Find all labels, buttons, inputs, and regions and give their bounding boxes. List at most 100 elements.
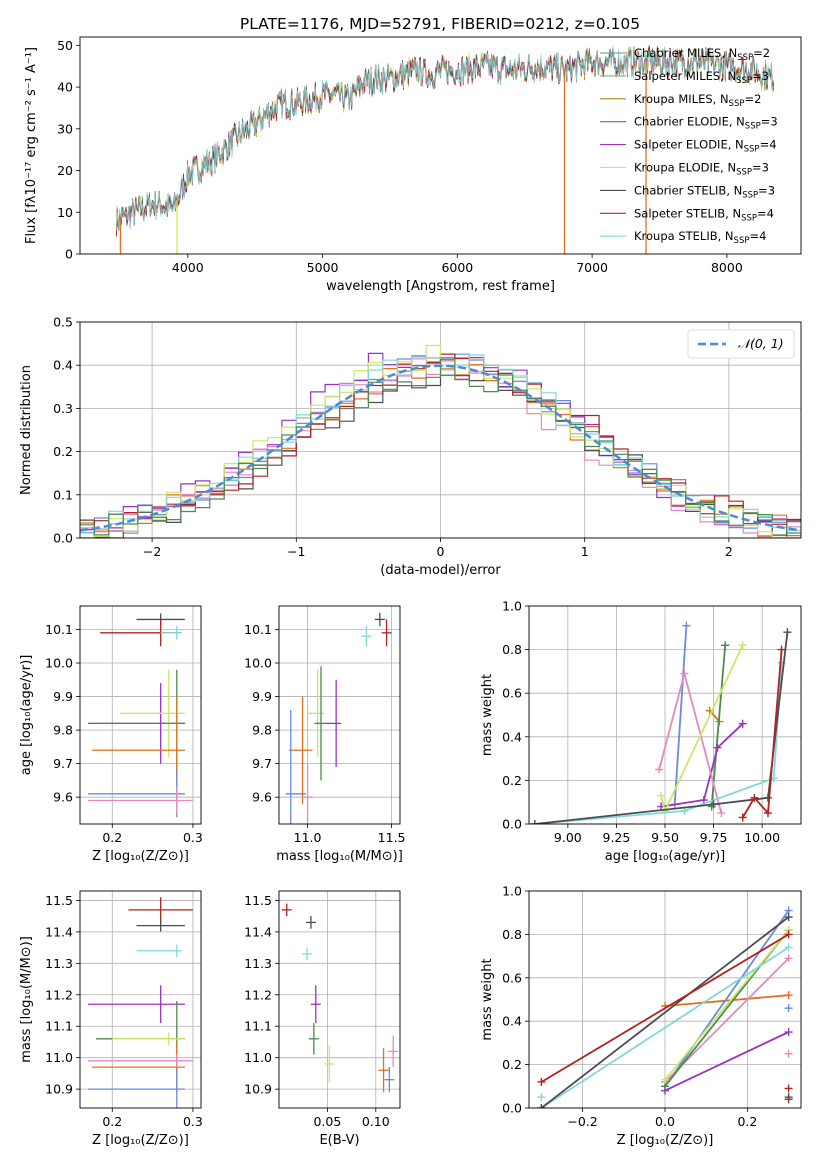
y-tick-label: 0.0: [53, 531, 73, 546]
plot-area: [80, 891, 201, 1108]
weight-marker: [680, 669, 689, 678]
y-tick-label: 0.3: [53, 401, 73, 416]
plot-area: [279, 891, 400, 1108]
weight-marker: [682, 621, 691, 630]
x-tick-label: 2: [725, 544, 733, 559]
legend-label-suffix: =3: [761, 115, 778, 129]
panel-mass-weight-vs-z: −0.2 0.0 0.2 0.0 0.2 0.4 0.6 0.8 1.0 Z [log₁₀(Z/Z…: [480, 884, 802, 1148]
x-tick-label: 0.0: [655, 1114, 675, 1129]
y-tick-label: 9.8: [53, 723, 73, 738]
x-tick-label: 0.2: [102, 830, 122, 845]
axes-layer: 0.2 0.3 9.6 9.7 9.8 9.9 10.0 10.1 Z [log₁₀(Z/Z⊙)…: [19, 605, 203, 864]
y-tick-label: 0.5: [53, 315, 73, 330]
gridlines: [279, 606, 400, 824]
x-axis-label: E(B-V): [319, 1133, 359, 1148]
axes-frame: [278, 890, 401, 1109]
y-tick-label: 0.1: [53, 487, 73, 502]
legend-label: Kroupa STELIB, NSSP=4: [634, 229, 766, 246]
legend-label: 𝒩(0, 1): [738, 336, 784, 351]
errorbar-point: [314, 666, 327, 781]
errorbar-point: [289, 696, 313, 804]
weight-marker: [783, 628, 792, 637]
x-tick-label: 10.00: [744, 830, 780, 845]
y-tick-label: 0.6: [502, 686, 522, 701]
legend-label-text: Chabrier MILES, N: [634, 46, 737, 60]
legend-label: Chabrier MILES, NSSP=2: [634, 46, 770, 63]
x-tick-label: 4000: [172, 260, 204, 275]
x-tick-label: −1: [287, 544, 305, 559]
y-tick-label: 40: [57, 80, 73, 95]
x-axis-label: Z [log₁₀(Z/Z⊙)]: [617, 1133, 714, 1148]
x-tick-label: 0.3: [183, 830, 203, 845]
weight-marker: [537, 1093, 546, 1102]
legend-label-suffix: =4: [749, 229, 766, 243]
axes-frame: [79, 321, 802, 539]
y-tick-label: 9.6: [252, 790, 272, 805]
weight-marker: [750, 793, 759, 802]
axes-frame: [278, 605, 401, 825]
gridlines: [80, 891, 201, 1108]
residual-histogram: [80, 344, 801, 538]
legend-label: Salpeter ELODIE, NSSP=4: [634, 138, 777, 155]
axes-layer: 0.2 0.3 10.9 11.0 11.1 11.2 11.3 11.4 11.5 Z [log…: [19, 890, 203, 1148]
legend-label-text: Kroupa STELIB, N: [634, 229, 734, 243]
errorbar-point: [361, 626, 372, 647]
y-tick-label: 10.1: [45, 622, 73, 637]
x-tick-label: 0.2: [737, 1114, 757, 1129]
weight-line: [540, 933, 790, 1083]
errorbar-point: [88, 985, 185, 1024]
errorbar-point: [88, 1054, 193, 1068]
data-layer: [116, 45, 775, 254]
legend: 𝒩(0, 1): [687, 329, 795, 359]
panel-spectrum: 4000 5000 6000 7000 8000 0 10 20 30 40 50 wavelengt…: [24, 36, 802, 294]
panel-mass-vs-ebv: 0.05 0.10 10.9 11.0 11.1 11.2 11.3 11.4 11.5 E(B-…: [244, 890, 401, 1148]
normal-reference-curve: [80, 364, 801, 532]
panel-age-vs-mass: 11.0 11.5 9.6 9.7 9.8 9.9 10.0 10.1 mass [log₁₀(…: [244, 605, 406, 864]
x-tick-label: 1: [581, 544, 589, 559]
panel-age-vs-z: 0.2 0.3 9.6 9.7 9.8 9.9 10.0 10.1 Z [log₁₀(Z/Z⊙)…: [19, 605, 203, 864]
errorbar-point: [302, 763, 313, 824]
y-tick-label: 1.0: [502, 884, 522, 899]
x-tick-label: 5000: [307, 260, 339, 275]
data-layer: [88, 897, 193, 1108]
x-axis-label: mass [log₁₀(M/M⊙)]: [276, 849, 403, 864]
axes-layer: 0.05 0.10 10.9 11.0 11.1 11.2 11.3 11.4 11.5 E(B-…: [244, 890, 401, 1148]
y-tick-label: 10.9: [45, 1082, 73, 1097]
legend-label-subscript: SSP: [737, 53, 753, 63]
y-axis-label: mass weight: [480, 674, 495, 756]
x-tick-label: 0.2: [102, 1114, 122, 1129]
weight-line: [710, 645, 727, 807]
data-layer: [80, 344, 801, 538]
legend-label-text: Salpeter MILES, N: [634, 69, 736, 83]
weight-marker: [784, 930, 793, 939]
weight-line: [664, 994, 789, 1007]
plot-area: [279, 606, 400, 824]
x-axis-label: Z [log₁₀(Z/Z⊙)]: [92, 849, 189, 864]
weight-series: [537, 913, 793, 1108]
panel-mass-weight-vs-age: 9.00 9.25 9.50 9.75 10.00 0.0 0.2 0.4 0.6 0.8 1.0 a…: [480, 599, 802, 864]
y-tick-label: 11.0: [244, 1050, 272, 1065]
legend-label-subscript: SSP: [736, 168, 752, 178]
x-tick-label: 9.00: [554, 830, 582, 845]
legend-label: Salpeter MILES, NSSP=3: [634, 69, 769, 86]
y-tick-label: 9.7: [53, 756, 73, 771]
y-tick-label: 0.4: [502, 729, 522, 744]
legend-label-text: Salpeter ELODIE, N: [634, 138, 744, 152]
residual-histogram: [80, 358, 801, 536]
legend-label: Chabrier ELODIE, NSSP=3: [634, 115, 778, 132]
gridlines: [279, 891, 400, 1108]
y-tick-label: 0.8: [502, 927, 522, 942]
model-spectrum-line: [116, 45, 775, 231]
y-tick-label: 0.2: [53, 444, 73, 459]
weight-marker: [709, 800, 718, 809]
legend-label-subscript: SSP: [745, 122, 761, 132]
legend-label-subscript: SSP: [729, 99, 745, 109]
errorbar-point: [128, 897, 193, 923]
y-tick-label: 0.4: [502, 1014, 522, 1029]
y-tick-label: 11.4: [244, 924, 272, 939]
figure-title: PLATE=1176, MJD=52791, FIBERID=0212, z=0…: [240, 15, 640, 33]
x-axis-label: wavelength [Angstrom, rest frame]: [326, 279, 555, 294]
weight-marker: [699, 796, 708, 805]
legend-label-text: Chabrier STELIB, N: [634, 183, 742, 197]
